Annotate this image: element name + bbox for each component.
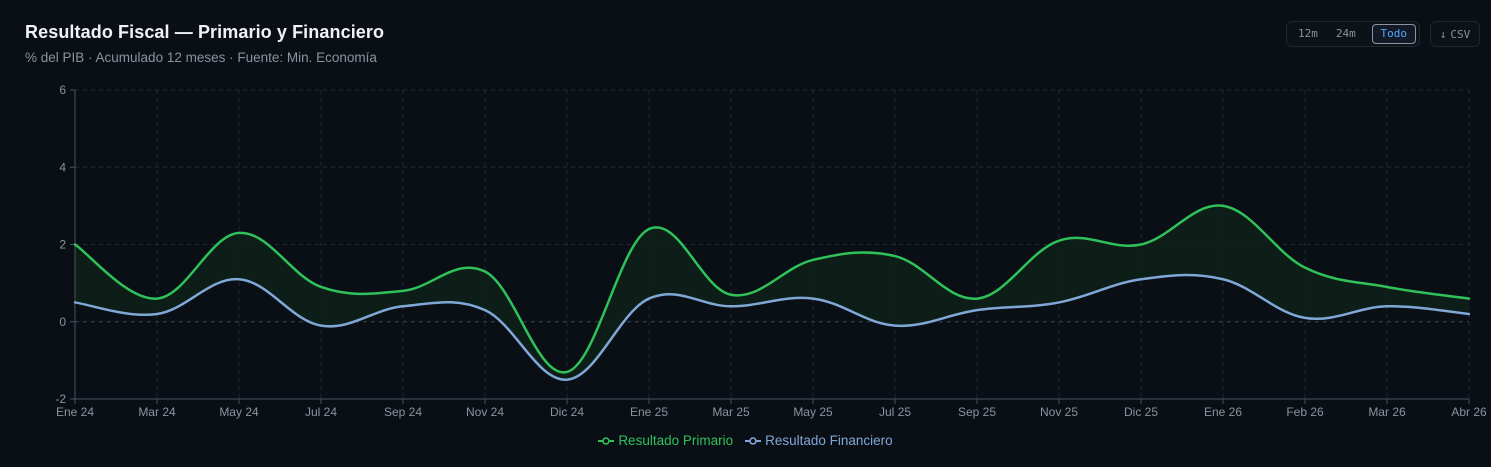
legend-label-financiero: Resultado Financiero — [765, 433, 893, 448]
x-tick-label: Feb 26 — [1286, 405, 1324, 419]
legend-item-financiero[interactable]: Resultado Financiero — [745, 433, 893, 448]
series-line-financiero — [73, 273, 1471, 381]
range-12m-button[interactable]: 12m — [1298, 27, 1318, 40]
range-24m-button[interactable]: 24m — [1335, 27, 1356, 40]
chart-title: Resultado Fiscal — Primario y Financiero — [25, 22, 385, 42]
y-tick-label: 0 — [59, 315, 66, 329]
x-tick-label: Ene 24 — [56, 405, 94, 419]
x-tick-label: Jul 24 — [305, 405, 337, 419]
chart-legend: Resultado Primario Resultado Financiero — [0, 433, 1491, 448]
x-tick-label: Mar 26 — [1368, 405, 1406, 419]
x-tick-label: Nov 24 — [466, 405, 504, 419]
x-tick-label: Ene 25 — [630, 405, 668, 419]
y-tick-label: -2 — [55, 392, 66, 406]
x-tick-label: Nov 25 — [1040, 405, 1078, 419]
x-tick-label: Ene 26 — [1204, 405, 1242, 419]
x-tick-label: Sep 25 — [958, 405, 996, 419]
legend-marker-financiero-icon — [745, 436, 762, 445]
legend-marker-primario-icon — [598, 436, 615, 445]
x-tick-label: Mar 25 — [712, 405, 750, 419]
download-arrow-icon: ↓ — [1439, 27, 1447, 41]
legend-item-primario[interactable]: Resultado Primario — [598, 433, 733, 448]
y-tick-label: 6 — [59, 83, 66, 97]
y-tick-label: 4 — [59, 160, 66, 174]
x-tick-label: Sep 24 — [384, 405, 422, 419]
x-tick-label: Mar 24 — [138, 405, 176, 419]
x-tick-label: May 24 — [219, 405, 259, 419]
x-tick-label: May 25 — [793, 405, 833, 419]
range-selector: 12m 24m Todo — [1286, 21, 1420, 47]
series-line-primario — [73, 204, 1471, 374]
chart-subtitle: % del PIB · Acumulado 12 meses · Fuente:… — [25, 50, 377, 65]
download-csv-button[interactable]: ↓ CSV — [1430, 21, 1480, 47]
x-tick-label: Dic 25 — [1124, 405, 1158, 419]
range-todo-button[interactable]: Todo — [1371, 24, 1416, 44]
y-tick-label: 2 — [59, 238, 66, 252]
x-tick-label: Jul 25 — [879, 405, 911, 419]
area-between-series — [75, 205, 1469, 380]
csv-label: CSV — [1450, 27, 1471, 41]
legend-label-primario: Resultado Primario — [618, 433, 734, 448]
x-tick-label: Abr 26 — [1451, 405, 1487, 419]
x-tick-label: Dic 24 — [550, 405, 584, 419]
